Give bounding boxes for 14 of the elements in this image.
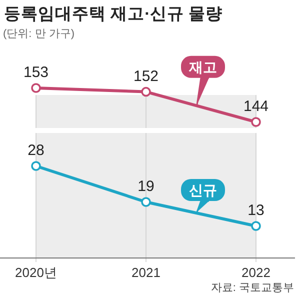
data-label: 19 — [138, 178, 154, 195]
x-tick-label: 2021 — [132, 265, 160, 280]
data-label: 28 — [28, 142, 44, 159]
series-label: 신규 — [189, 182, 217, 198]
x-tick-label: 2022 — [242, 265, 270, 280]
data-label: 153 — [23, 64, 49, 81]
data-label: 144 — [243, 98, 269, 115]
x-tick-label: 2020년 — [15, 265, 57, 280]
data-label: 152 — [133, 68, 159, 85]
text: 자료: 국토교통부 — [210, 282, 294, 294]
data-label: 13 — [248, 202, 264, 219]
series-label: 재고 — [188, 58, 217, 75]
chart-title: 등록임대주택 재고·신규 물량 — [4, 5, 223, 23]
chart-subtitle: (단위: 만 가구) — [3, 28, 74, 40]
